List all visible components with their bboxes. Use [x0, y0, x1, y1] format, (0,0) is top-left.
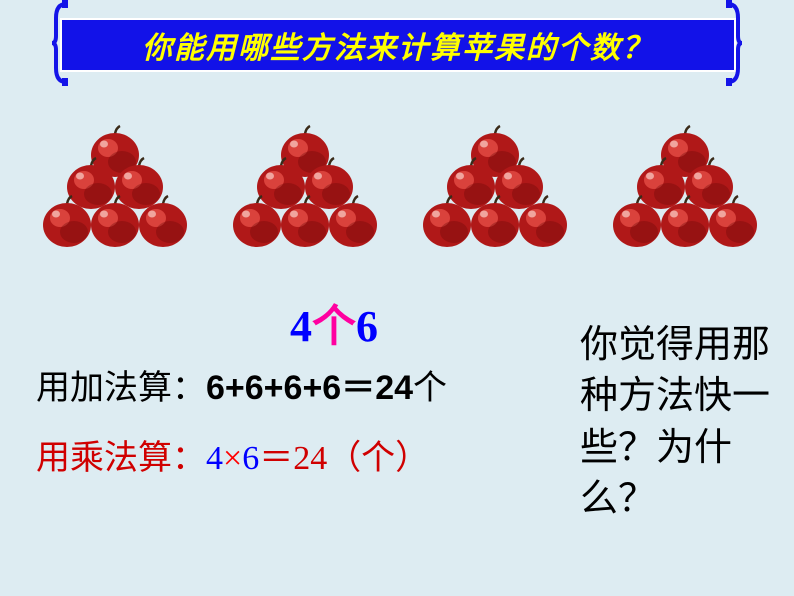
- mult-6: 6: [242, 440, 259, 477]
- multiplication-line: 用乘法算：4×6＝24（个）: [36, 430, 429, 479]
- digit-4: 4: [290, 302, 312, 351]
- bracket-right: [724, 0, 744, 86]
- mult-4: 4: [206, 440, 223, 477]
- apple-group: [600, 120, 770, 250]
- addition-eq: ＝: [341, 370, 375, 407]
- digit-6: 6: [356, 302, 378, 351]
- addition-result: 24: [375, 369, 413, 407]
- title-text: 你能用哪些方法来计算苹果的个数？: [142, 23, 654, 67]
- four-ge-six: 4个6: [290, 290, 378, 354]
- title-bar: 你能用哪些方法来计算苹果的个数？: [60, 18, 736, 72]
- question-right: 你觉得用那种方法快一些？为什么？: [580, 320, 780, 525]
- addition-label: 用加法算：: [36, 370, 206, 407]
- mult-unit: （个）: [327, 440, 429, 477]
- apples-row: [20, 110, 780, 260]
- mult-times: ×: [223, 440, 242, 477]
- apple-group: [410, 120, 580, 250]
- addition-unit: 个: [413, 370, 447, 407]
- mult-label: 用乘法算：: [36, 440, 206, 477]
- mult-eq: ＝: [259, 440, 293, 477]
- apple-group: [30, 120, 200, 250]
- mult-result: 24: [293, 440, 327, 477]
- ge-char: 个: [312, 302, 356, 351]
- addition-expr: 6+6+6+6: [206, 369, 341, 407]
- apple-group: [220, 120, 390, 250]
- addition-line: 用加法算：6+6+6+6＝24个: [36, 360, 447, 409]
